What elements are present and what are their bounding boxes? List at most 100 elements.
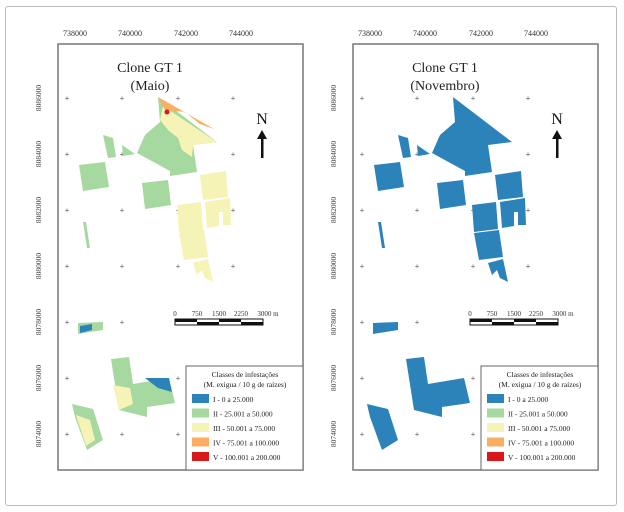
field-uR (205, 198, 231, 228)
legend-item: I - 0 a 25.000 (192, 394, 253, 404)
grid-cross-icon: + (360, 430, 365, 439)
scale-label: 750 (192, 310, 203, 318)
scale-label: 2250 (234, 310, 249, 318)
zone-class-i (80, 324, 92, 333)
x-tick-label: 740000 (118, 29, 142, 38)
field-small (373, 322, 398, 334)
scale-label: 0 (468, 310, 472, 318)
grid-cross-icon: + (415, 262, 420, 271)
scale-label: 3000 m (552, 310, 574, 318)
zone-class-iii (113, 385, 133, 410)
zone-class-i (145, 378, 172, 392)
legend: Classes de infestações(M. exigua / 10 g … (480, 365, 599, 471)
legend-swatch (487, 423, 504, 432)
y-tick-label: 8074000 (329, 421, 338, 448)
legend-label: V - 100.001 a 200.000 (213, 453, 281, 462)
legend-label: II - 25.001 a 50.000 (213, 410, 273, 419)
x-tick-label: 744000 (229, 29, 253, 38)
y-tick-label: 8080000 (34, 253, 43, 280)
map-panel-0: 738000 740000 742000 744000 8086000 8084000 80… (34, 29, 304, 471)
grid-cross-icon: + (120, 262, 125, 271)
legend-label: II - 25.001 a 50.000 (508, 410, 568, 419)
legend-label: III - 50.001 a 75.000 (213, 424, 275, 433)
y-tick-label: 8084000 (34, 141, 43, 168)
legend-label: III - 50.001 a 75.000 (508, 424, 570, 433)
grid-cross-icon: + (176, 94, 181, 103)
field-tri (417, 145, 430, 156)
grid-cross-icon: + (65, 262, 70, 271)
legend-label: I - 0 a 25.000 (508, 395, 548, 404)
north-label: N (551, 111, 563, 128)
grid-cross-icon: + (231, 206, 236, 215)
x-tick-label: 742000 (469, 29, 493, 38)
grid-cross-icon: + (526, 262, 531, 271)
map-title: Clone GT 1 (412, 61, 478, 76)
legend-swatch (487, 452, 504, 461)
grid-cross-icon: + (65, 94, 70, 103)
legend-title: Classes de infestações (212, 370, 279, 379)
field-main (432, 97, 512, 176)
field-tri (122, 145, 135, 156)
north-label: N (256, 111, 268, 128)
grid-cross-icon: + (471, 262, 476, 271)
field-sliver (83, 222, 90, 248)
legend-item: II - 25.001 a 50.000 (192, 408, 273, 419)
zone-class-iii (180, 222, 208, 260)
field-sqB2 (474, 230, 503, 260)
field-sliver (378, 222, 385, 248)
grid-cross-icon: + (471, 374, 476, 383)
legend-swatch (487, 408, 504, 418)
grid-cross-icon: + (176, 262, 181, 271)
north-arrow-icon (552, 130, 562, 158)
grid-cross-icon: + (120, 318, 125, 327)
field-shard (103, 135, 116, 158)
y-tick-label: 8082000 (329, 197, 338, 224)
x-tick-label: 744000 (524, 29, 548, 38)
grid-cross-icon: + (176, 430, 181, 439)
legend-label: I - 0 a 25.000 (213, 395, 253, 404)
grid-cross-icon: + (231, 262, 236, 271)
grid-cross-icon: + (415, 150, 420, 159)
grid-cross-icon: + (360, 206, 365, 215)
grid-cross-icon: + (65, 430, 70, 439)
field-bot (193, 259, 213, 282)
x-tick-label: 742000 (174, 29, 198, 38)
legend-swatch (192, 452, 209, 461)
legend-swatch (192, 437, 209, 447)
x-tick-label: 738000 (358, 29, 382, 38)
grid-cross-icon: + (65, 374, 70, 383)
legend-item: III - 50.001 a 75.000 (487, 423, 570, 433)
grid-cross-icon: + (231, 94, 236, 103)
field-sqR (495, 171, 523, 200)
map-frame (352, 43, 599, 471)
grid-cross-icon: + (415, 430, 420, 439)
legend-swatch (192, 423, 209, 432)
grid-cross-icon: + (526, 94, 531, 103)
legend-item: IV - 75.001 a 100.000 (192, 437, 279, 448)
grid-cross-icon: + (360, 318, 365, 327)
scale-label: 2250 (529, 310, 544, 318)
map-title: Clone GT 1 (117, 61, 183, 76)
y-tick-label: 8074000 (34, 421, 43, 448)
legend-swatch (192, 394, 209, 403)
scale-label: 1500 (212, 310, 227, 318)
field-bl (367, 404, 398, 450)
y-tick-label: 8086000 (329, 85, 338, 112)
legend-swatch (487, 394, 504, 403)
field-sqR (200, 171, 228, 200)
field-sqM (437, 180, 466, 209)
field-L (406, 357, 470, 417)
legend-item: V - 100.001 a 200.000 (487, 452, 576, 462)
grid-cross-icon: + (471, 94, 476, 103)
grid-cross-icon: + (360, 262, 365, 271)
legend-item: I - 0 a 25.000 (487, 394, 548, 404)
legend-subtitle: (M. exigua / 10 g de raízes) (204, 380, 287, 389)
x-tick-label: 740000 (413, 29, 437, 38)
map-subtitle: (Novembro) (410, 79, 480, 94)
legend-swatch (487, 437, 504, 447)
grid-cross-icon: + (176, 374, 181, 383)
map-frame (57, 43, 304, 471)
grid-cross-icon: + (360, 94, 365, 103)
y-tick-label: 8080000 (329, 253, 338, 280)
